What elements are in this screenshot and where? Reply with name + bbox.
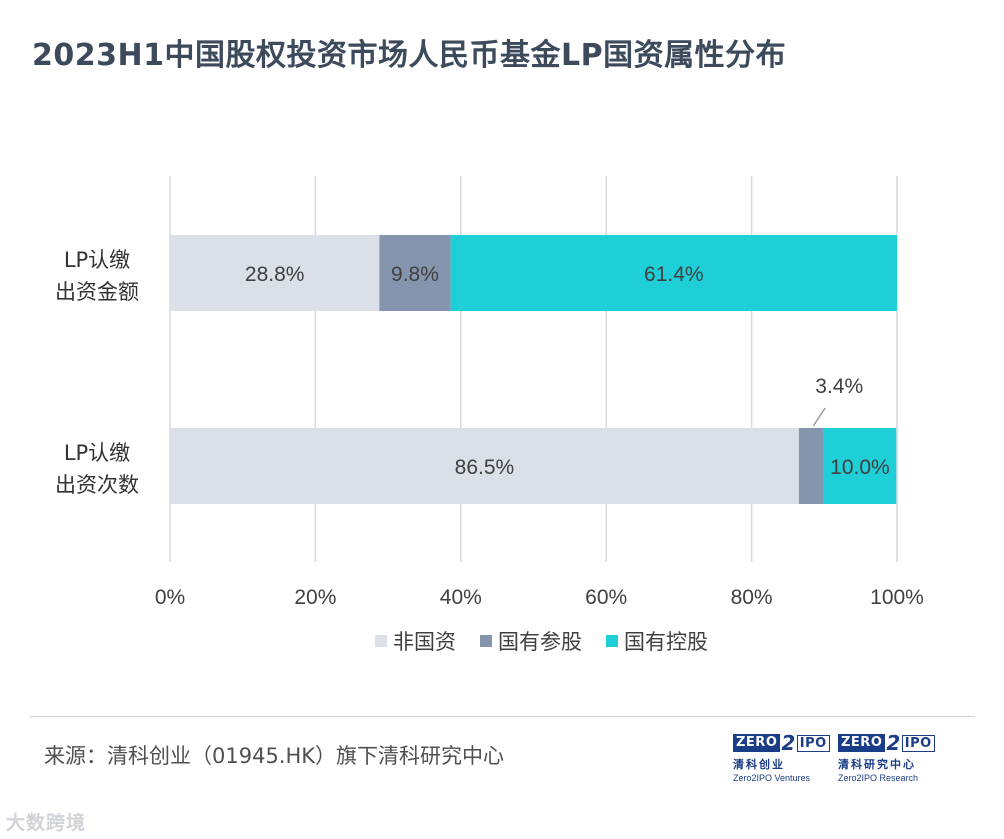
logo-cn-name: 清科创业 (733, 758, 785, 771)
chart-title: 2023H1中国股权投资市场人民币基金LP国资属性分布 (32, 38, 787, 73)
data-label: 61.4% (644, 263, 704, 286)
zero2ipo-research-logo: ZERO 2 IPO 清科研究中心 Zero2IPO Research (838, 731, 935, 790)
category-label: LP认缴 (64, 441, 130, 465)
legend-label: 国有控股 (624, 630, 708, 654)
x-tick-label: 20% (294, 586, 336, 609)
bar-segment (379, 235, 451, 311)
x-tick-label: 60% (585, 586, 627, 609)
x-tick-label: 100% (870, 586, 924, 609)
bar-segment (450, 235, 897, 311)
logo-mark-left: ZERO (733, 734, 781, 752)
legend-label: 国有参股 (498, 630, 582, 654)
footer-divider (30, 716, 975, 717)
x-tick-label: 40% (440, 586, 482, 609)
legend-label: 非国资 (393, 630, 456, 654)
logo-mark-right: IPO (796, 734, 830, 752)
logo-mark-left: ZERO (838, 734, 886, 752)
logo-mark-right: IPO (901, 734, 935, 752)
logo-en-name: Zero2IPO Ventures (733, 773, 811, 783)
category-label: 出资金额 (55, 280, 139, 304)
bar-segment (170, 235, 380, 311)
x-tick-label: 0% (155, 586, 185, 609)
data-label: 9.8% (391, 263, 439, 286)
bar-segment (798, 428, 824, 504)
callout-line (812, 407, 826, 427)
logo-mark: ZERO 2 IPO (733, 731, 830, 755)
logo-mark-mid: 2 (781, 731, 796, 755)
logo-mark-mid: 2 (886, 731, 901, 755)
zero2ipo-ventures-logo: ZERO 2 IPO 清科创业 Zero2IPO Ventures (733, 731, 830, 790)
source-note: 来源：清科创业（01945.HK）旗下清科研究中心 (44, 744, 505, 768)
logo-cn-name: 清科研究中心 (838, 758, 916, 771)
data-label: 3.4% (815, 375, 863, 398)
data-label: 28.8% (245, 263, 305, 286)
logo-mark: ZERO 2 IPO (838, 731, 935, 755)
data-label: 10.0% (830, 456, 890, 479)
bar-segment (170, 428, 799, 504)
legend-swatch (480, 635, 492, 647)
category-label: LP认缴 (64, 248, 130, 272)
data-label: 86.5% (455, 456, 515, 479)
logo-en-name: Zero2IPO Research (838, 773, 919, 783)
legend-swatch (606, 635, 618, 647)
watermark: 大数跨境 (6, 812, 87, 834)
category-label: 出资次数 (55, 473, 139, 497)
bar-segment (823, 428, 897, 504)
x-tick-label: 80% (731, 586, 773, 609)
legend-swatch (375, 635, 387, 647)
